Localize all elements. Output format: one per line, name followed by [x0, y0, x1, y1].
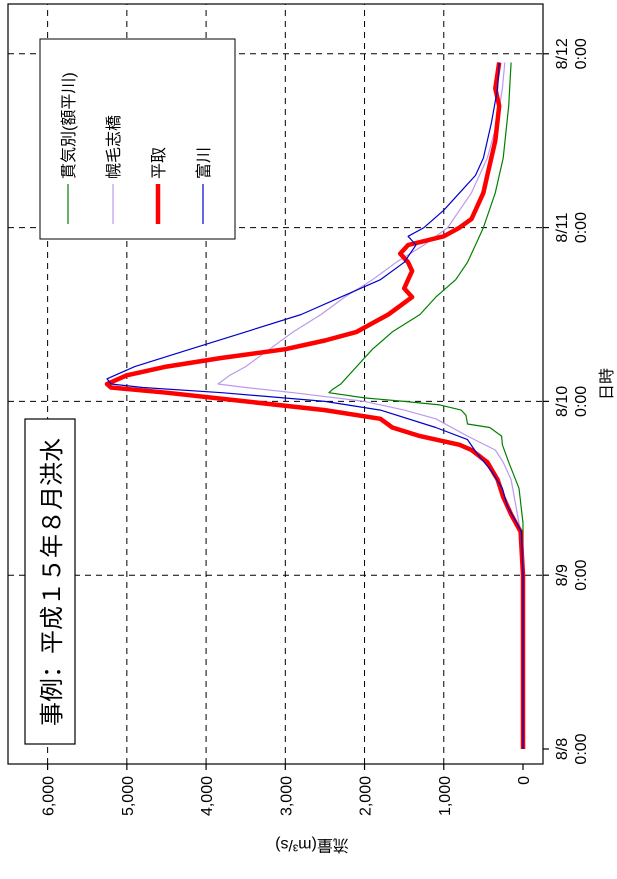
x-tick-date: 8/12: [554, 38, 571, 69]
series-line-1: [217, 62, 524, 749]
x-axis-title: 日時: [598, 368, 616, 400]
x-axis-ticks: 8/8 0:008/9 0:008/10 0:008/11 0:008/12 0:00: [543, 38, 590, 765]
legend-label: 富川: [195, 147, 213, 179]
y-tick-label: 1,000: [437, 776, 454, 816]
x-tick-date: 8/11: [554, 212, 571, 242]
x-tick-date: 8/8: [554, 738, 571, 760]
y-tick-label: 3,000: [278, 776, 295, 816]
legend-label: 平取: [151, 147, 168, 179]
y-axis-title: 流量(m³/s): [275, 836, 349, 854]
y-tick-label: 6,000: [41, 776, 58, 816]
legend-label: 貫気別(額平川): [60, 72, 78, 179]
series-line-2: [104, 62, 526, 749]
x-tick-date: 8/9: [554, 564, 571, 586]
legend-box: [39, 38, 236, 240]
legend-label: 幌毛志橋: [105, 115, 123, 179]
series-layer: [104, 62, 526, 749]
legend: 貫気別(額平川) 幌毛志橋平取 富川: [60, 72, 213, 224]
x-tick-time: 0:00: [573, 560, 590, 591]
y-tick-label: 0: [516, 776, 533, 785]
x-tick-date: 8/10: [554, 386, 571, 417]
x-tick-time: 0:00: [573, 212, 590, 243]
series-line-3: [106, 62, 524, 749]
x-tick-time: 0:00: [573, 386, 590, 417]
y-tick-label: 4,000: [199, 776, 216, 816]
y-axis-ticks: 0 1,000 2,000 3,000 4,000 5,000 6,000: [41, 764, 533, 816]
x-tick-time: 0:00: [573, 733, 590, 764]
x-tick-time: 0:00: [573, 38, 590, 69]
y-tick-label: 5,000: [120, 776, 137, 816]
title-box: [24, 418, 76, 745]
chart-title: 事例：平成１５年８月洪水: [39, 438, 66, 726]
series-line-0: [328, 62, 524, 749]
y-tick-label: 2,000: [358, 776, 375, 816]
